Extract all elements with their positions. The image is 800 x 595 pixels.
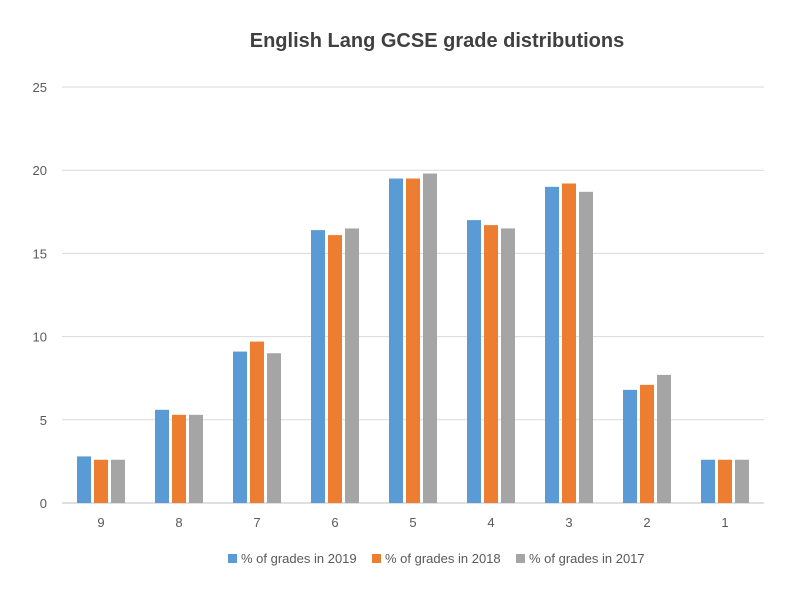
x-tick-label: 9 xyxy=(97,515,104,530)
legend-label: % of grades in 2019 xyxy=(241,551,357,566)
bar-9-series-2 xyxy=(94,459,108,503)
legend-swatch xyxy=(228,554,237,563)
bar-6-series-1 xyxy=(311,230,325,503)
bars xyxy=(77,173,749,503)
y-tick-label: 10 xyxy=(33,330,47,345)
chart-title: English Lang GCSE grade distributions xyxy=(250,30,624,52)
legend-item: % of grades in 2017 xyxy=(516,551,645,566)
bar-4-series-3 xyxy=(501,228,515,503)
x-tick-label: 2 xyxy=(643,515,650,530)
y-tick-label: 0 xyxy=(40,496,47,511)
bar-1-series-2 xyxy=(718,459,732,503)
bar-4-series-2 xyxy=(484,225,498,503)
bar-8-series-1 xyxy=(155,409,169,503)
bar-2-series-1 xyxy=(623,389,637,503)
legend-swatch xyxy=(516,554,525,563)
bar-3-series-2 xyxy=(562,183,576,503)
bar-8-series-2 xyxy=(172,414,186,503)
bar-9-series-3 xyxy=(111,459,125,503)
x-tick-label: 3 xyxy=(565,515,572,530)
y-tick-label: 20 xyxy=(33,163,47,178)
bar-5-series-2 xyxy=(406,178,420,503)
bar-2-series-3 xyxy=(657,374,671,503)
legend: % of grades in 2019 % of grades in 2018 % … xyxy=(228,551,645,566)
bar-2-series-2 xyxy=(640,384,654,503)
legend-swatch xyxy=(372,554,381,563)
x-tick-label: 7 xyxy=(253,515,260,530)
x-tick-label: 1 xyxy=(721,515,728,530)
bar-5-series-1 xyxy=(389,178,403,503)
x-axis-ticks: 9 8 7 6 5 4 3 2 1 xyxy=(97,515,728,530)
y-axis-ticks: 0 5 10 15 20 25 xyxy=(33,80,47,511)
bar-5-series-3 xyxy=(423,173,437,503)
x-tick-label: 6 xyxy=(331,515,338,530)
legend-label: % of grades in 2018 xyxy=(385,551,501,566)
legend-item: % of grades in 2018 xyxy=(372,551,501,566)
bar-7-series-2 xyxy=(250,341,264,503)
y-tick-label: 5 xyxy=(40,413,47,428)
bar-1-series-1 xyxy=(701,459,715,503)
y-tick-label: 25 xyxy=(33,80,47,95)
y-tick-label: 15 xyxy=(33,246,47,261)
x-tick-label: 5 xyxy=(409,515,416,530)
bar-3-series-3 xyxy=(579,191,593,503)
x-tick-label: 4 xyxy=(487,515,494,530)
x-tick-label: 8 xyxy=(175,515,182,530)
bar-7-series-1 xyxy=(233,351,247,503)
legend-item: % of grades in 2019 xyxy=(228,551,357,566)
bar-7-series-3 xyxy=(267,353,281,503)
bar-8-series-3 xyxy=(189,414,203,503)
legend-label: % of grades in 2017 xyxy=(529,551,645,566)
bar-1-series-3 xyxy=(735,459,749,503)
bar-3-series-1 xyxy=(545,186,559,503)
bar-4-series-1 xyxy=(467,220,481,503)
bar-9-series-1 xyxy=(77,456,91,503)
bar-6-series-2 xyxy=(328,235,342,503)
bar-6-series-3 xyxy=(345,228,359,503)
